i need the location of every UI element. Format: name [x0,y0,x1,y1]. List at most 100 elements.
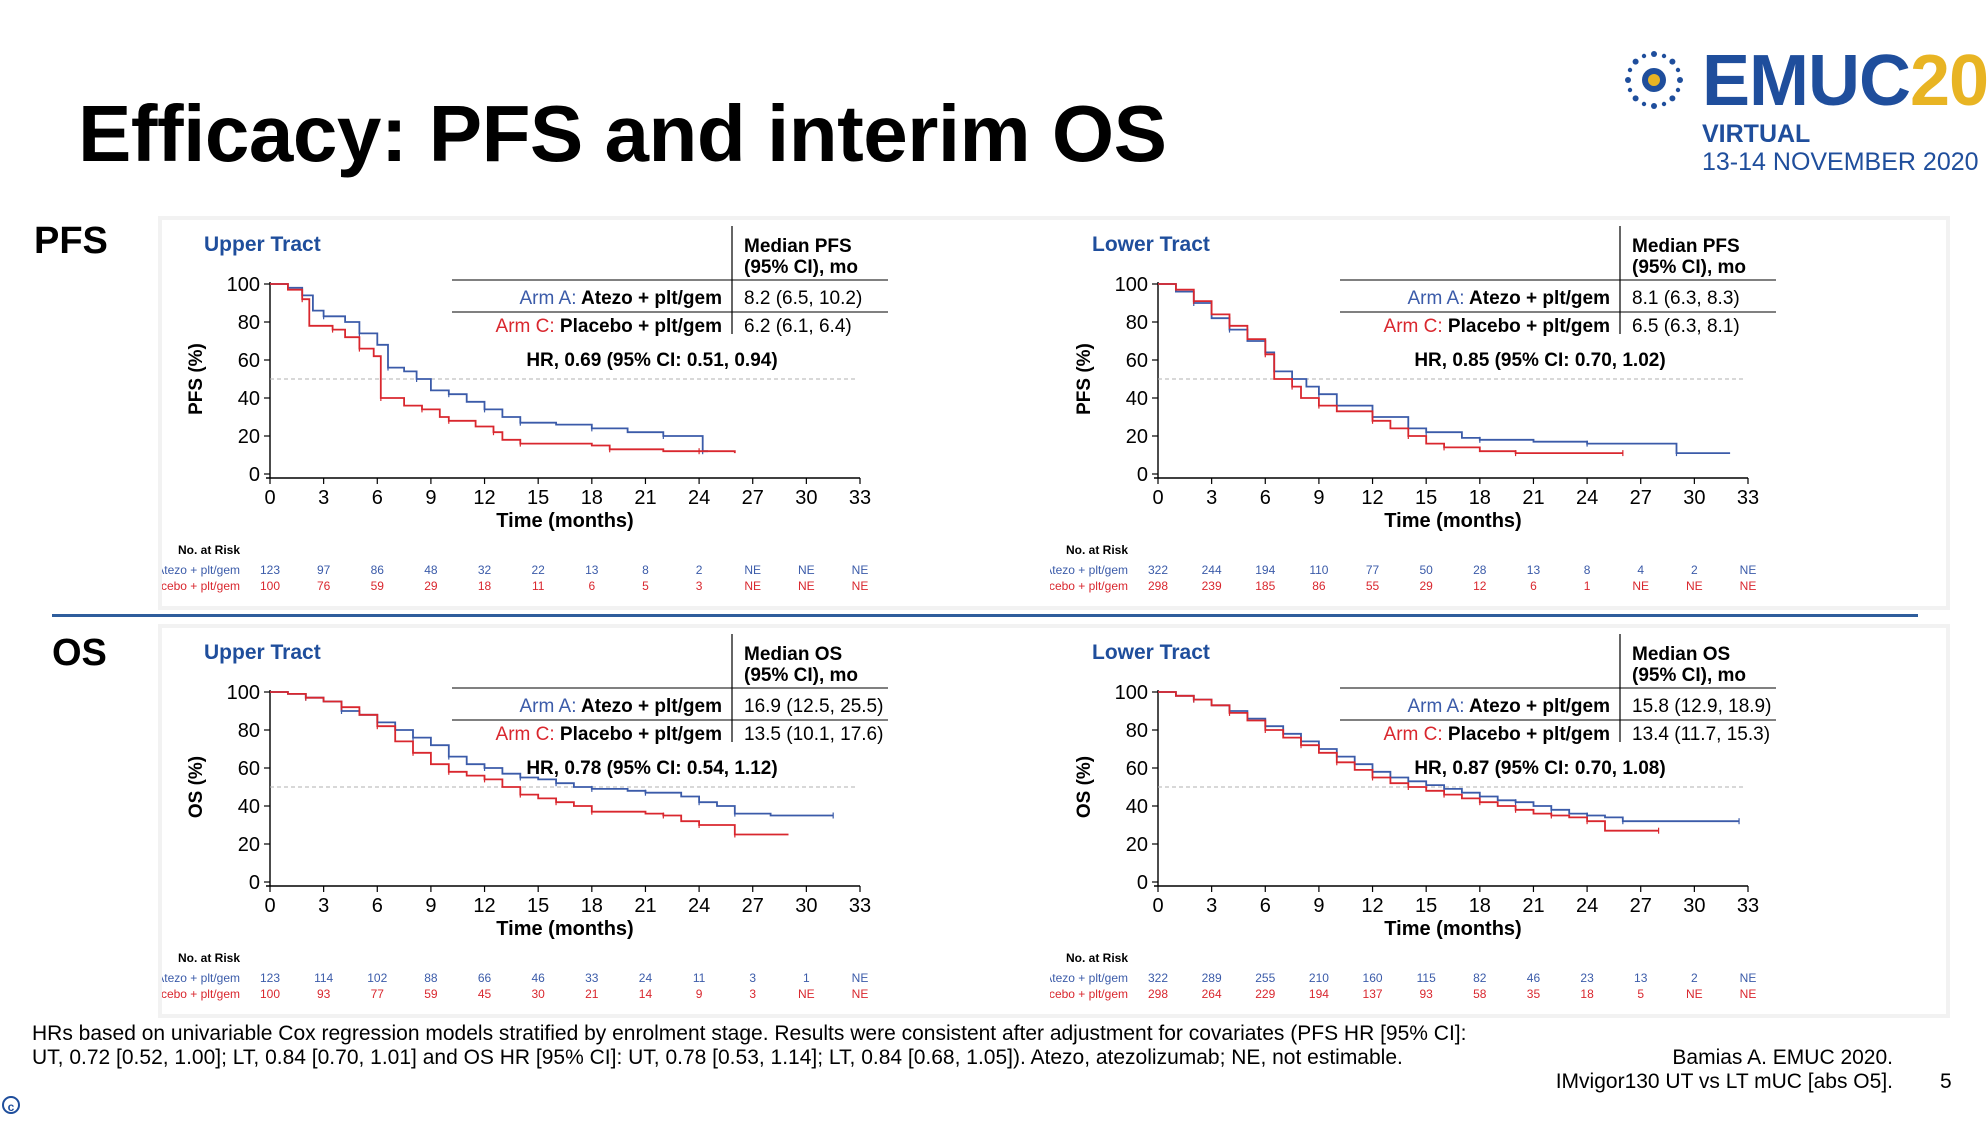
x-tick-label: 6 [372,895,383,917]
risk-count: NE [744,563,761,577]
arm-treatment: Placebo + plt/gem [555,724,722,745]
x-tick-label: 27 [742,487,764,509]
risk-count: 100 [260,579,280,593]
hazard-ratio: HR, 0.87 (95% CI: 0.70, 1.08) [1414,758,1665,779]
risk-count: 14 [639,987,653,1001]
table-row-label: Arm A: Atezo + plt/gem [1407,288,1610,309]
y-tick-label: 80 [1126,720,1148,742]
panel-title: Upper Tract [204,641,321,664]
risk-count: 8 [642,563,649,577]
risk-count: 5 [642,579,649,593]
arm-name: Arm C: [1384,724,1443,745]
risk-table-title: No. at Risk [178,543,240,557]
risk-count: 298 [1148,987,1168,1001]
x-tick-label: 33 [1737,487,1759,509]
risk-count: 322 [1148,563,1168,577]
x-axis-label: Time (months) [496,918,633,940]
arm-name: Arm C: [496,724,555,745]
risk-count: 1 [803,971,810,985]
x-tick-label: 3 [318,895,329,917]
km-curve-atezo [270,283,708,453]
median-value: 6.2 (6.1, 6.4) [744,316,852,337]
risk-count: 114 [314,971,333,985]
risk-count: 4 [1637,563,1644,577]
km-curve-placebo [270,283,736,454]
x-tick-label: 21 [634,895,656,917]
x-tick-label: 15 [527,895,549,917]
x-tick-label: 18 [581,487,603,509]
risk-row-label: Placebo + plt/gem [1050,579,1128,593]
x-tick-label: 9 [425,487,436,509]
risk-count: 194 [1309,987,1329,1001]
arm-treatment: Atezo + plt/gem [576,696,722,717]
pfs-panel [162,220,1946,606]
os-section-label: OS [52,632,107,674]
x-tick-label: 9 [1313,487,1324,509]
x-tick-label: 33 [849,895,871,917]
table-header-line1: Median OS [1632,644,1730,665]
x-tick-label: 24 [688,895,710,917]
y-tick-label: 20 [1126,426,1148,448]
risk-count: 322 [1148,971,1168,985]
km-curve-atezo [1158,691,1740,823]
risk-count: 2 [1691,971,1698,985]
y-tick-label: 60 [238,758,260,780]
x-tick-label: 9 [425,895,436,917]
risk-count: 137 [1363,987,1383,1001]
risk-count: 8 [1584,563,1591,577]
y-axis-label: OS (%) [1074,756,1095,818]
risk-count: 239 [1202,579,1222,593]
x-tick-label: 0 [1152,895,1163,917]
risk-count: 244 [1202,563,1222,577]
risk-count: 28 [1473,563,1487,577]
pfs-section-label: PFS [34,220,108,262]
risk-count: NE [852,987,869,1001]
y-tick-label: 20 [238,426,260,448]
median-value: 8.1 (6.3, 8.3) [1632,288,1740,309]
table-row-label: Arm C: Placebo + plt/gem [1384,316,1610,337]
risk-count: NE [1686,579,1703,593]
risk-count: NE [852,971,869,985]
risk-count: 102 [367,971,387,985]
hazard-ratio: HR, 0.85 (95% CI: 0.70, 1.02) [1414,350,1665,371]
risk-count: 5 [1637,987,1644,1001]
risk-count: NE [1740,579,1757,593]
risk-count: 298 [1148,579,1168,593]
risk-table-title: No. at Risk [1066,951,1128,965]
x-tick-label: 18 [1469,487,1491,509]
risk-count: 55 [1366,579,1380,593]
logo-name-year: 20 [1910,41,1988,121]
arm-name: Arm A: [1407,696,1464,717]
x-tick-label: 12 [473,487,495,509]
risk-count: 86 [1312,579,1326,593]
y-tick-label: 100 [1115,274,1148,296]
table-row-label: Arm C: Placebo + plt/gem [496,316,722,337]
risk-count: 264 [1202,987,1222,1001]
risk-count: 50 [1420,563,1434,577]
risk-count: NE [852,579,869,593]
km-curve-placebo [1158,691,1659,832]
risk-row-label: Atezo + plt/gem [162,563,240,577]
x-tick-label: 3 [318,487,329,509]
arm-treatment: Atezo + plt/gem [576,288,722,309]
x-axis-label: Time (months) [1384,510,1521,532]
risk-count: 6 [1530,579,1537,593]
risk-table-title: No. at Risk [178,951,240,965]
x-tick-label: 9 [1313,895,1324,917]
risk-count: 229 [1255,987,1275,1001]
risk-count: 100 [260,987,280,1001]
risk-row-label: Placebo + plt/gem [1050,987,1128,1001]
x-tick-label: 0 [264,895,275,917]
table-row-label: Arm C: Placebo + plt/gem [1384,724,1610,745]
x-tick-label: 3 [1206,895,1217,917]
risk-count: 160 [1363,971,1383,985]
risk-row-label: Placebo + plt/gem [162,579,240,593]
y-tick-label: 60 [1126,350,1148,372]
risk-count: 3 [749,987,756,1001]
y-tick-label: 40 [238,388,260,410]
table-header-line1: Median OS [744,644,842,665]
panel-title: Upper Tract [204,233,321,256]
x-tick-label: 24 [688,487,710,509]
logo-virtual: VIRTUAL [1702,120,1811,148]
